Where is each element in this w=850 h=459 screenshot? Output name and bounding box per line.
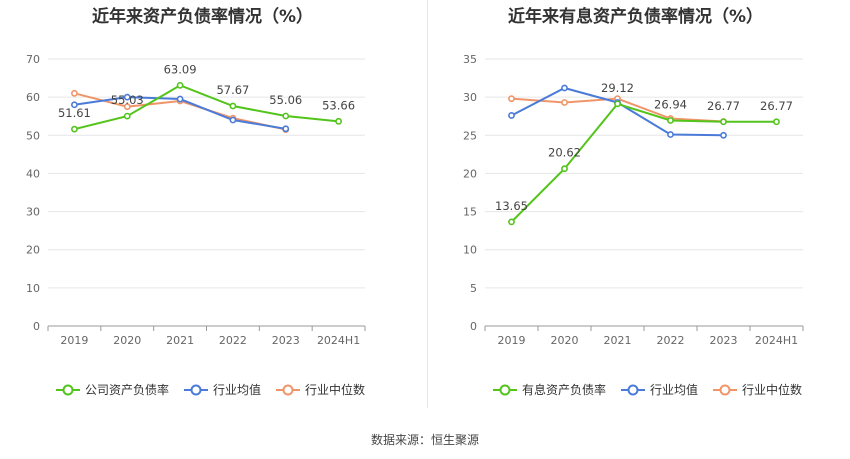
y-tick-label: 0 xyxy=(470,320,477,333)
legend-swatch xyxy=(184,384,209,395)
legend-item[interactable]: 公司资产负债率 xyxy=(55,381,169,398)
y-tick-label: 60 xyxy=(26,91,40,104)
legend-item[interactable]: 行业均值 xyxy=(183,381,261,398)
x-tick-label: 2022 xyxy=(219,334,247,347)
x-tick-label: 2019 xyxy=(498,334,526,347)
data-point xyxy=(667,131,674,138)
x-tick-label: 2019 xyxy=(60,334,88,347)
legend-swatch xyxy=(276,384,301,395)
data-point xyxy=(123,112,131,120)
data-label: 51.61 xyxy=(58,106,91,120)
y-tick-label: 0 xyxy=(33,320,40,333)
data-label: 26.77 xyxy=(707,99,740,113)
data-point xyxy=(667,117,674,124)
y-tick-label: 35 xyxy=(463,53,477,66)
legend-label: 行业均值 xyxy=(650,383,699,397)
data-point xyxy=(71,89,78,97)
legend-label: 行业均值 xyxy=(213,383,262,397)
x-tick-label: 2023 xyxy=(272,334,300,347)
legend-label: 行业中位数 xyxy=(305,383,366,397)
y-tick-label: 30 xyxy=(463,91,477,104)
data-point xyxy=(282,125,290,133)
data-point xyxy=(335,117,342,125)
source-note: 数据来源：恒生聚源 xyxy=(370,433,479,447)
y-tick-label: 20 xyxy=(463,167,477,180)
data-label: 57.67 xyxy=(216,83,249,97)
data-point xyxy=(229,102,237,110)
y-tick-label: 25 xyxy=(463,129,477,142)
data-label: 20.62 xyxy=(548,146,581,160)
legend-swatch xyxy=(56,384,80,395)
legend-item[interactable]: 有息资产负债率 xyxy=(492,381,606,398)
data-label: 13.65 xyxy=(495,199,528,213)
x-tick-label: 2022 xyxy=(657,334,685,347)
data-point xyxy=(508,95,515,103)
data-point xyxy=(176,81,184,89)
data-point xyxy=(123,103,131,111)
data-point xyxy=(508,112,515,119)
legend-label: 公司资产负债率 xyxy=(85,383,170,397)
chart-title-right: 近年来有息资产负债率情况（%） xyxy=(508,7,764,27)
y-tick-label: 10 xyxy=(463,244,477,257)
data-label: 29.12 xyxy=(601,81,634,95)
chart-right: 0 5 10 15 20 25 30 35 2019 2020 2021 2022 2023 2024H1… xyxy=(463,53,804,347)
legend-item[interactable]: 行业中位数 xyxy=(275,381,365,398)
data-point xyxy=(773,118,780,126)
data-point xyxy=(71,101,78,109)
series-line-0 xyxy=(74,84,339,131)
y-tick-label: 15 xyxy=(463,206,477,219)
y-tick-label: 20 xyxy=(26,244,40,257)
series-line-0 xyxy=(510,102,777,223)
x-tick-label: 2020 xyxy=(113,334,141,347)
legend-label: 有息资产负债率 xyxy=(522,383,607,397)
data-label: 63.09 xyxy=(164,62,197,76)
x-tick-label: 2024H1 xyxy=(755,334,798,347)
x-tick-label: 2021 xyxy=(604,334,632,347)
chart-title-left: 近年来资产负债率情况（%） xyxy=(92,7,314,27)
y-tick-label: 30 xyxy=(26,206,40,219)
x-tick-label: 2023 xyxy=(710,334,738,347)
data-point xyxy=(720,131,727,139)
y-tick-label: 50 xyxy=(26,129,40,142)
legend-swatch xyxy=(493,384,517,395)
data-label: 53.66 xyxy=(322,98,355,112)
y-tick-label: 40 xyxy=(26,167,40,180)
legend-swatch xyxy=(621,384,646,395)
data-label: 26.77 xyxy=(760,99,793,113)
data-point xyxy=(720,118,727,126)
legend-label: 行业中位数 xyxy=(742,383,803,397)
data-point xyxy=(561,165,568,173)
panel-divider xyxy=(427,0,428,408)
legend-swatch xyxy=(713,384,738,395)
data-label: 55.03 xyxy=(111,93,144,107)
legend-item[interactable]: 行业均值 xyxy=(620,381,698,398)
data-point xyxy=(229,116,237,124)
legend-item[interactable]: 行业中位数 xyxy=(712,381,802,398)
data-point xyxy=(176,95,184,103)
x-tick-label: 2020 xyxy=(551,334,579,347)
y-tick-label: 70 xyxy=(26,53,40,66)
x-tick-label: 2024H1 xyxy=(317,334,360,347)
y-tick-label: 10 xyxy=(26,282,40,295)
legend-left: 公司资产负债率 行业均值 行业中位数 xyxy=(55,381,365,398)
chart-left: 0 10 20 30 40 50 60 70 2019 2020 2021 2022 2023 2024H… xyxy=(26,53,366,347)
x-tick-label: 2021 xyxy=(166,334,194,347)
data-point xyxy=(561,84,568,92)
data-label: 26.94 xyxy=(654,97,687,111)
data-point xyxy=(123,93,131,101)
data-point xyxy=(614,100,621,108)
data-label: 55.06 xyxy=(269,93,302,107)
y-tick-label: 5 xyxy=(470,282,477,295)
data-point xyxy=(508,218,515,226)
legend-right: 有息资产负债率 行业均值 行业中位数 xyxy=(492,381,802,398)
series-line-1 xyxy=(511,86,724,137)
data-point xyxy=(71,125,78,133)
data-point xyxy=(282,112,290,120)
data-point xyxy=(561,99,568,106)
